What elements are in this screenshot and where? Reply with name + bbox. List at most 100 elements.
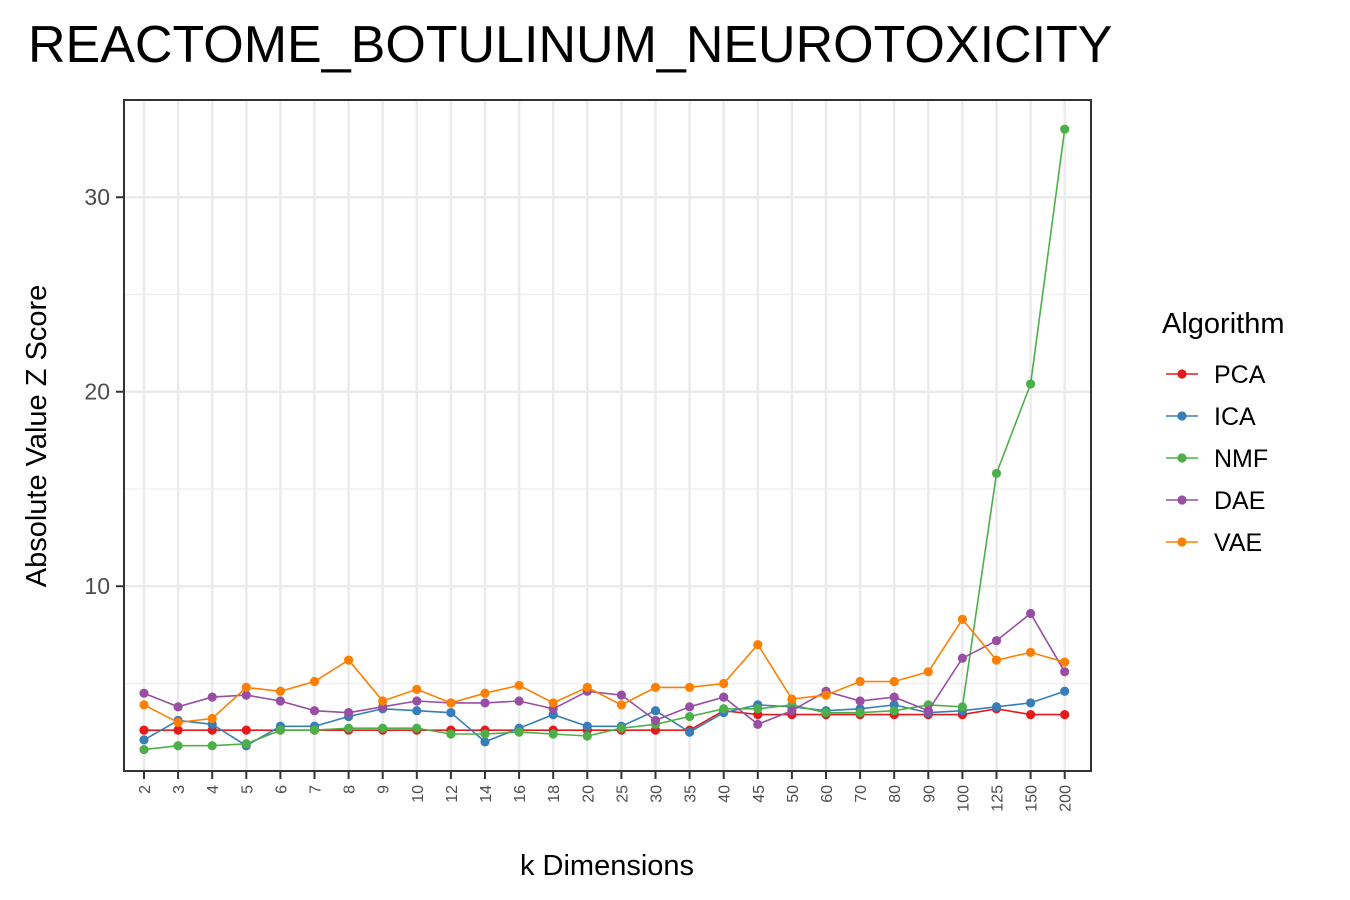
- data-point-vae: [650, 682, 661, 692]
- data-point-nmf: [582, 731, 592, 741]
- x-tick-label: 125: [990, 785, 1007, 812]
- x-tick-label: 16: [512, 785, 529, 803]
- data-point-nmf: [616, 723, 627, 733]
- data-point-vae: [855, 676, 865, 687]
- x-tick-label: 8: [342, 785, 359, 794]
- x-tick-label: 100: [955, 785, 972, 812]
- x-tick-label: 80: [887, 785, 904, 803]
- data-point-nmf: [957, 702, 968, 712]
- data-point-ica: [685, 727, 695, 737]
- data-point-nmf: [207, 741, 217, 751]
- data-point-nmf: [173, 741, 183, 751]
- data-point-dae: [650, 715, 661, 726]
- data-point-nmf: [514, 727, 524, 737]
- data-point-dae: [514, 696, 524, 706]
- data-point-pca: [241, 725, 251, 735]
- data-point-nmf: [480, 729, 490, 739]
- data-point-nmf: [1060, 124, 1070, 134]
- data-point-vae: [241, 682, 251, 692]
- legend-item-pca: PCA: [1166, 361, 1266, 389]
- data-point-nmf: [446, 729, 456, 739]
- grid-lines: [124, 100, 1091, 771]
- data-point-dae: [855, 696, 865, 706]
- y-tick-label: 20: [84, 379, 110, 405]
- data-point-dae: [139, 688, 149, 698]
- data-point-vae: [719, 678, 729, 689]
- data-point-nmf: [821, 708, 831, 718]
- x-tick-label: 2: [137, 785, 154, 794]
- data-point-ica: [1060, 686, 1070, 696]
- data-point-vae: [1060, 657, 1070, 667]
- data-point-dae: [787, 706, 797, 716]
- x-tick-label: 150: [1024, 785, 1041, 812]
- data-point-vae: [548, 698, 558, 708]
- data-point-dae: [480, 698, 490, 708]
- legend-key-point: [1177, 537, 1187, 547]
- data-point-dae: [412, 696, 422, 706]
- x-tick-label: 45: [751, 785, 768, 803]
- series-nmf: [139, 124, 1070, 755]
- data-point-vae: [582, 682, 592, 692]
- data-point-pca: [139, 725, 149, 735]
- legend-label: PCA: [1214, 361, 1266, 389]
- series-vae: [139, 614, 1070, 727]
- y-tick-label: 10: [84, 573, 110, 599]
- data-point-vae: [344, 655, 354, 665]
- data-point-vae: [991, 655, 1002, 665]
- data-point-vae: [821, 690, 831, 700]
- data-point-ica: [582, 721, 592, 731]
- data-point-ica: [139, 735, 149, 745]
- plot-background: [124, 100, 1091, 771]
- legend-item-vae: VAE: [1166, 529, 1262, 557]
- data-point-vae: [412, 684, 422, 694]
- data-point-vae: [309, 676, 320, 687]
- x-tick-label: 60: [819, 785, 836, 803]
- plot-panel-border: [123, 99, 1092, 772]
- data-point-dae: [719, 692, 729, 702]
- legend-label: VAE: [1214, 529, 1262, 557]
- data-point-ica: [1026, 698, 1036, 708]
- data-point-vae: [207, 713, 217, 724]
- data-point-vae: [378, 696, 388, 706]
- data-point-nmf: [889, 706, 899, 716]
- data-point-vae: [514, 680, 524, 691]
- data-point-pca: [1026, 709, 1036, 720]
- data-point-vae: [787, 694, 797, 704]
- series-line-vae: [143, 617, 1065, 724]
- data-point-nmf: [753, 704, 763, 714]
- series-line-ica: [143, 690, 1065, 747]
- data-point-vae: [275, 686, 285, 696]
- data-point-dae: [207, 692, 217, 702]
- series-line-dae: [143, 612, 1066, 726]
- data-point-dae: [923, 706, 933, 716]
- y-tick-label: 30: [84, 184, 110, 210]
- data-point-vae: [889, 676, 899, 687]
- data-point-ica: [650, 706, 661, 716]
- x-tick-label: 12: [444, 785, 461, 803]
- data-point-vae: [1026, 647, 1036, 657]
- data-point-dae: [309, 706, 320, 716]
- data-point-vae: [446, 698, 456, 708]
- x-tick-label: 18: [546, 785, 563, 803]
- legend-items: PCA ICA NMF DAE VAE: [1166, 361, 1268, 557]
- x-tick-label: 7: [308, 785, 325, 794]
- x-tick-label: 5: [239, 785, 256, 794]
- legend-item-nmf: NMF: [1166, 445, 1268, 473]
- data-point-vae: [753, 639, 763, 650]
- data-point-nmf: [139, 745, 149, 755]
- y-axis-title: Absolute Value Z Score: [21, 285, 53, 588]
- data-point-nmf: [275, 725, 285, 735]
- data-point-dae: [1060, 667, 1070, 677]
- x-tick-label: 25: [614, 785, 631, 803]
- data-point-ica: [480, 737, 490, 747]
- chart-title: REACTOME_BOTULINUM_NEUROTOXICITY: [28, 16, 1112, 74]
- x-tick-label: 3: [171, 785, 188, 794]
- data-point-dae: [173, 702, 183, 712]
- legend-label: NMF: [1214, 445, 1268, 473]
- data-point-vae: [957, 614, 968, 624]
- data-point-dae: [957, 653, 968, 663]
- x-tick-label: 70: [853, 785, 870, 803]
- data-point-dae: [991, 636, 1002, 646]
- data-point-nmf: [412, 723, 422, 733]
